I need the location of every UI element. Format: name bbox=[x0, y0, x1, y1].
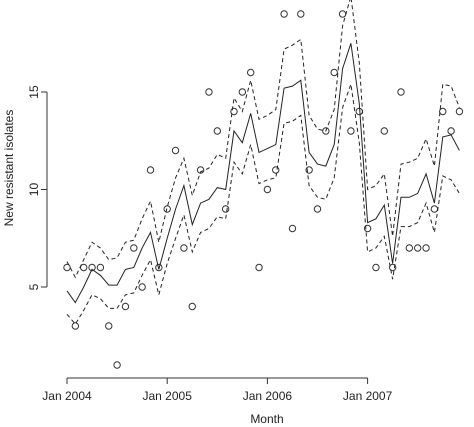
data-point bbox=[238, 88, 247, 96]
x-axis-label: Month bbox=[250, 412, 283, 426]
data-point bbox=[163, 205, 171, 213]
y-tick-label: 5 bbox=[27, 283, 41, 290]
data-point bbox=[397, 88, 405, 96]
x-tick-label: Jan 2005 bbox=[143, 389, 193, 403]
data-point bbox=[272, 166, 280, 174]
y-tick-label: 10 bbox=[27, 183, 41, 197]
data-point bbox=[330, 68, 338, 77]
data-point bbox=[255, 263, 263, 272]
data-point bbox=[439, 107, 447, 116]
data-point bbox=[380, 127, 388, 135]
data-point bbox=[188, 302, 196, 311]
data-point bbox=[247, 68, 255, 77]
data-point bbox=[88, 263, 96, 272]
data-point bbox=[280, 10, 288, 18]
data-point bbox=[263, 185, 272, 194]
data-point bbox=[305, 166, 313, 174]
data-point bbox=[146, 166, 155, 174]
data-point bbox=[196, 166, 205, 174]
x-tick-label: Jan 2006 bbox=[243, 389, 293, 403]
data-point bbox=[138, 283, 146, 291]
data-point bbox=[155, 263, 163, 272]
axes bbox=[46, 92, 368, 379]
data-point bbox=[63, 263, 71, 272]
confidence-band-line bbox=[66, 84, 460, 325]
x-tick-label: Jan 2007 bbox=[343, 389, 393, 403]
data-point bbox=[388, 263, 397, 272]
x-tick-label: Jan 2004 bbox=[42, 389, 92, 403]
data-point bbox=[405, 244, 414, 252]
y-tick-label: 15 bbox=[27, 85, 41, 99]
data-point bbox=[130, 244, 138, 252]
data-point bbox=[363, 224, 372, 233]
data-point bbox=[205, 88, 213, 96]
data-point bbox=[455, 107, 464, 116]
y-axis-label: New resistant isolates bbox=[2, 110, 16, 227]
data-point bbox=[121, 302, 130, 311]
data-point bbox=[113, 361, 121, 369]
plot-area bbox=[63, 0, 464, 369]
data-point bbox=[297, 10, 305, 18]
data-point bbox=[338, 10, 347, 18]
data-point bbox=[447, 127, 455, 135]
data-point bbox=[180, 244, 188, 252]
data-point bbox=[221, 205, 230, 213]
data-point bbox=[430, 205, 439, 213]
data-point bbox=[313, 205, 322, 213]
confidence-band-line bbox=[66, 0, 460, 279]
data-point bbox=[213, 127, 222, 135]
data-point bbox=[71, 322, 80, 330]
data-point bbox=[96, 263, 105, 272]
data-point bbox=[105, 322, 113, 330]
data-point bbox=[288, 224, 297, 233]
data-point bbox=[322, 127, 330, 135]
x-axis-ticks: Jan 2004 Jan 2005 Jan 2006 Jan 2007 bbox=[42, 378, 393, 403]
data-point bbox=[414, 244, 422, 252]
data-point bbox=[372, 263, 380, 272]
y-axis-ticks: 5 10 15 bbox=[27, 85, 47, 290]
data-point bbox=[422, 244, 430, 252]
data-point bbox=[230, 107, 238, 116]
data-point bbox=[171, 146, 180, 155]
fitted-line bbox=[66, 43, 460, 304]
data-point bbox=[347, 127, 355, 135]
